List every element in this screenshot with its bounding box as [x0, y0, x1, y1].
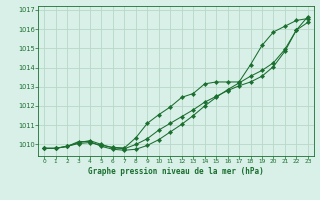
X-axis label: Graphe pression niveau de la mer (hPa): Graphe pression niveau de la mer (hPa) — [88, 167, 264, 176]
